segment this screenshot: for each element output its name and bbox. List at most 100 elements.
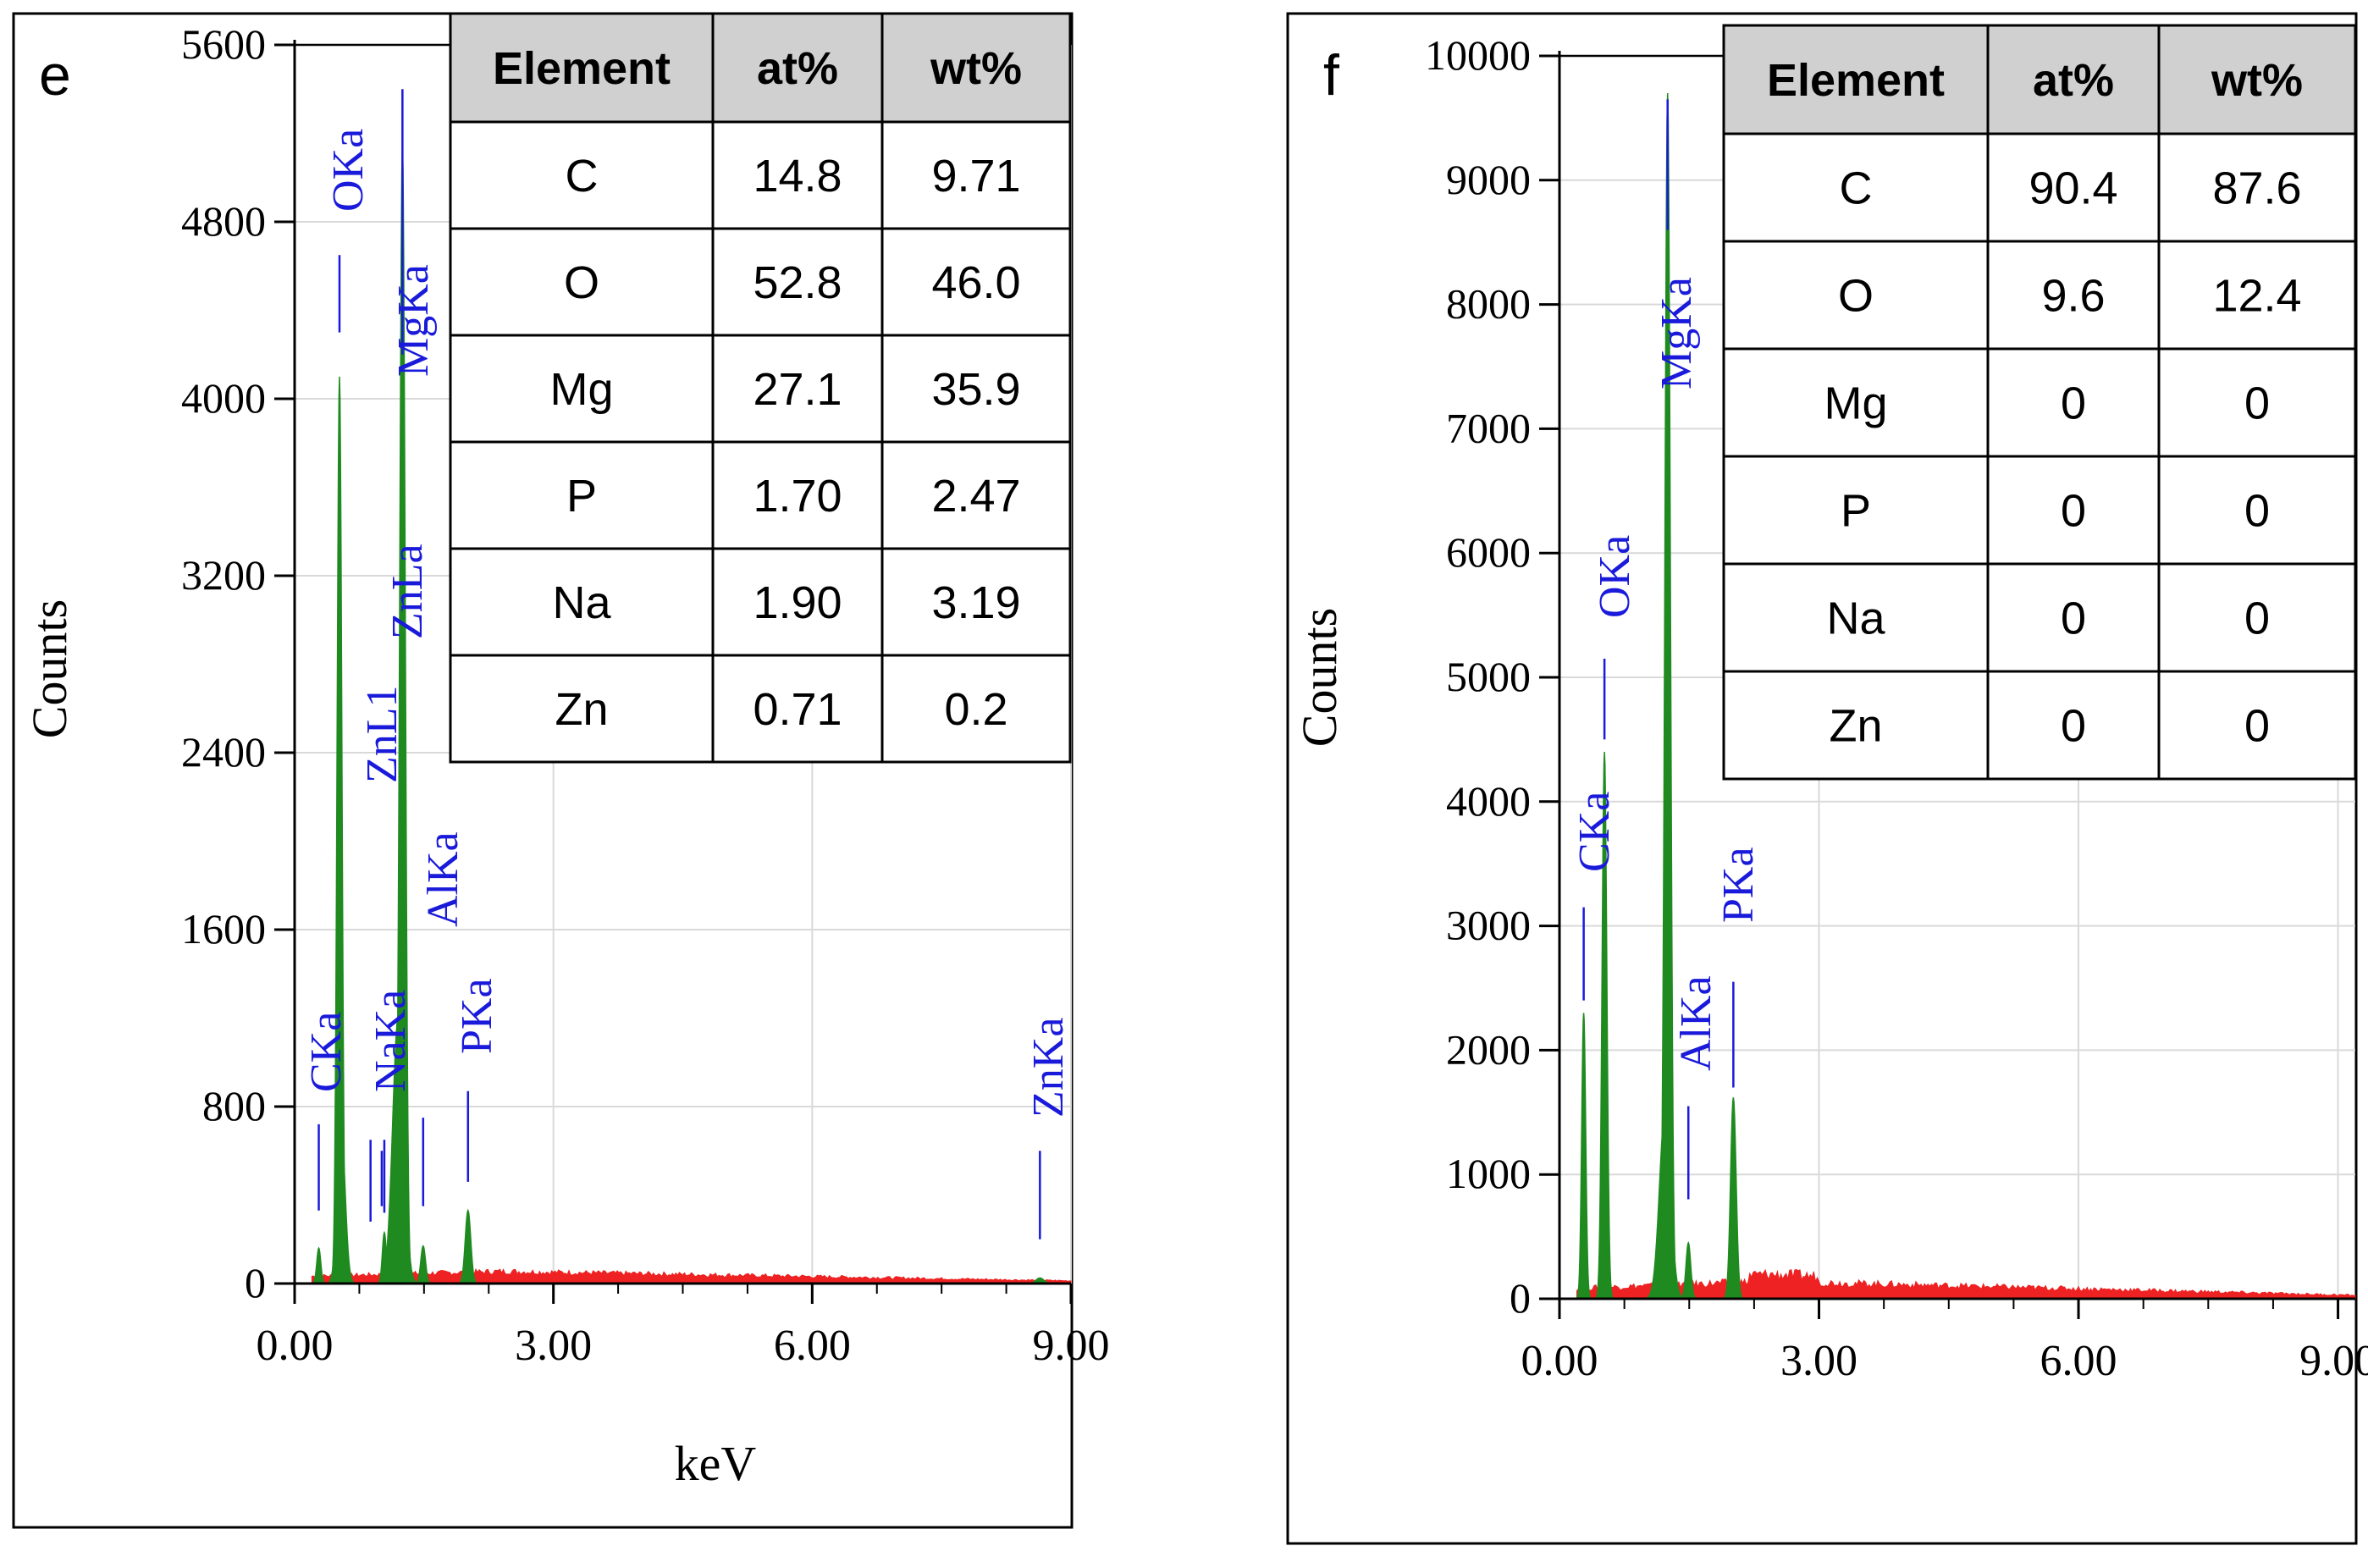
table-cell-text: Mg bbox=[549, 364, 613, 415]
table-cell bbox=[1986, 455, 2161, 566]
table-cell-text: 0.71 bbox=[753, 684, 842, 735]
table-header-text: at% bbox=[2033, 55, 2114, 106]
panel-f-y-axis-label: Counts bbox=[1292, 608, 1347, 747]
table-cell bbox=[711, 227, 884, 337]
table-cell-text: 35.9 bbox=[931, 364, 1020, 415]
x-tick-label: 9.00 bbox=[2299, 1337, 2368, 1385]
y-tick-label: 5000 bbox=[1446, 653, 1531, 700]
y-tick-label: 2000 bbox=[1446, 1025, 1531, 1073]
table-cell-text: 1.70 bbox=[753, 471, 842, 522]
panel-f-background-spectrum bbox=[1576, 1268, 2356, 1300]
table-cell bbox=[2157, 562, 2357, 673]
table-cell bbox=[449, 227, 715, 337]
table-cell bbox=[1722, 240, 1990, 351]
table-cell-text: 0.2 bbox=[944, 684, 1007, 735]
x-tick-label: 6.00 bbox=[774, 1322, 851, 1370]
y-tick-label: 2400 bbox=[181, 728, 266, 776]
table-cell-text: C bbox=[566, 151, 599, 202]
peak-label: MgKa bbox=[389, 264, 438, 377]
table-header-text: at% bbox=[757, 43, 838, 94]
table-header-text: wt% bbox=[930, 43, 1022, 94]
table-header-text: Element bbox=[493, 43, 671, 94]
table-cell-text: 9.71 bbox=[931, 151, 1020, 202]
background-spectrum bbox=[311, 1267, 1072, 1284]
panel-f-annotations: CKa OKa MgKa AlKa PKa bbox=[1570, 99, 1763, 1200]
table-cell bbox=[449, 440, 715, 550]
table-cell-text: 0 bbox=[2244, 701, 2270, 752]
table-cell bbox=[880, 227, 1072, 337]
background-spectrum bbox=[1576, 1268, 2356, 1300]
table-cell-text: 0 bbox=[2061, 378, 2086, 429]
table-cell bbox=[449, 120, 715, 230]
panel-e-y-axis-label: Counts bbox=[22, 599, 77, 738]
peak-label: OKa bbox=[324, 129, 373, 212]
table-cell-text: 12.4 bbox=[2212, 271, 2301, 322]
peak-label: ZnKa bbox=[1024, 1018, 1073, 1118]
panel-f-label: f bbox=[1323, 43, 1339, 108]
table-cell bbox=[711, 547, 884, 657]
table-cell-text: 1.90 bbox=[753, 577, 842, 628]
table-cell-text: 9.6 bbox=[2041, 271, 2105, 322]
peak-label: ZnLa bbox=[384, 544, 432, 639]
peak-label: PKa bbox=[453, 978, 501, 1054]
panel-e-x-axis-label: keV bbox=[675, 1436, 757, 1491]
y-tick-label: 6000 bbox=[1446, 528, 1531, 576]
table-cell-text: Na bbox=[552, 577, 611, 628]
y-tick-label: 4000 bbox=[181, 374, 266, 422]
y-tick-label: 7000 bbox=[1446, 404, 1531, 451]
table-cell bbox=[880, 440, 1072, 550]
table-cell bbox=[2157, 347, 2357, 458]
x-tick-label: 0.00 bbox=[257, 1322, 334, 1370]
y-tick-label: 5600 bbox=[181, 20, 266, 68]
table-cell-text: 27.1 bbox=[753, 364, 842, 415]
table-cell bbox=[711, 120, 884, 230]
table-header-cell bbox=[711, 12, 884, 124]
peak-label: NaKa bbox=[367, 990, 415, 1092]
table-cell-text: 90.4 bbox=[2029, 163, 2117, 214]
y-tick-label: 3200 bbox=[181, 551, 266, 599]
table-cell-text: 0 bbox=[2244, 486, 2270, 537]
table-cell-text: Na bbox=[1826, 594, 1885, 644]
table-cell-text: 3.19 bbox=[931, 577, 1020, 628]
table-cell-text: 0 bbox=[2244, 594, 2270, 644]
table-header-cell bbox=[1722, 24, 1990, 135]
y-tick-label: 4000 bbox=[1446, 777, 1531, 825]
table-cell-text: 46.0 bbox=[931, 257, 1020, 308]
table-cell bbox=[880, 334, 1072, 444]
table-header-cell bbox=[880, 12, 1072, 124]
table-cell bbox=[880, 120, 1072, 230]
y-tick-label: 4800 bbox=[181, 197, 266, 245]
spectrum-peak bbox=[1649, 93, 1686, 1300]
table-cell-text: 14.8 bbox=[753, 151, 842, 202]
table-cell-text: O bbox=[564, 257, 599, 308]
spectrum-peak bbox=[315, 1128, 367, 1284]
panel-e-annotations: CKa OKa NaKa ZnL1 MgKa ZnLa AlKa PKa ZnKa bbox=[302, 89, 1073, 1239]
panel-e: e 0 800 1600 2400 3200 4000 4800 5600 0.00 3.00 6.… bbox=[12, 12, 1110, 1529]
x-tick-label: 9.00 bbox=[1033, 1322, 1110, 1370]
peak-label: AlKa bbox=[1672, 975, 1720, 1071]
table-cell-text: Mg bbox=[1824, 378, 1887, 429]
y-tick-label: 0 bbox=[1510, 1274, 1531, 1322]
table-cell-text: P bbox=[1841, 486, 1871, 537]
peak-label: CKa bbox=[1570, 792, 1619, 872]
panel-f-composition-table: Element at% wt% C 90.4 87.6 O 9.6 12.4 Mg 0 0 P 0 0 Na 0… bbox=[1722, 24, 2357, 781]
table-cell-text: 0 bbox=[2061, 701, 2086, 752]
table-cell-text: C bbox=[1840, 163, 1873, 214]
table-cell bbox=[880, 654, 1072, 764]
table-cell-text: 2.47 bbox=[931, 471, 1020, 522]
table-cell bbox=[1986, 347, 2161, 458]
peak-label: ZnL1 bbox=[358, 685, 406, 783]
table-cell-text: 0 bbox=[2061, 486, 2086, 537]
spectrum-peak bbox=[1570, 1013, 1597, 1300]
table-cell-text: P bbox=[566, 471, 597, 522]
peak-label: MgKa bbox=[1653, 277, 1701, 389]
y-tick-label: 0 bbox=[245, 1259, 266, 1306]
table-cell-text: Zn bbox=[555, 684, 608, 735]
table-cell bbox=[1986, 240, 2161, 351]
table-cell bbox=[1722, 562, 1990, 673]
table-cell-text: 87.6 bbox=[2212, 163, 2301, 214]
table-cell bbox=[2157, 240, 2357, 351]
table-cell-text: Zn bbox=[1829, 701, 1882, 752]
x-tick-label: 3.00 bbox=[515, 1322, 592, 1370]
